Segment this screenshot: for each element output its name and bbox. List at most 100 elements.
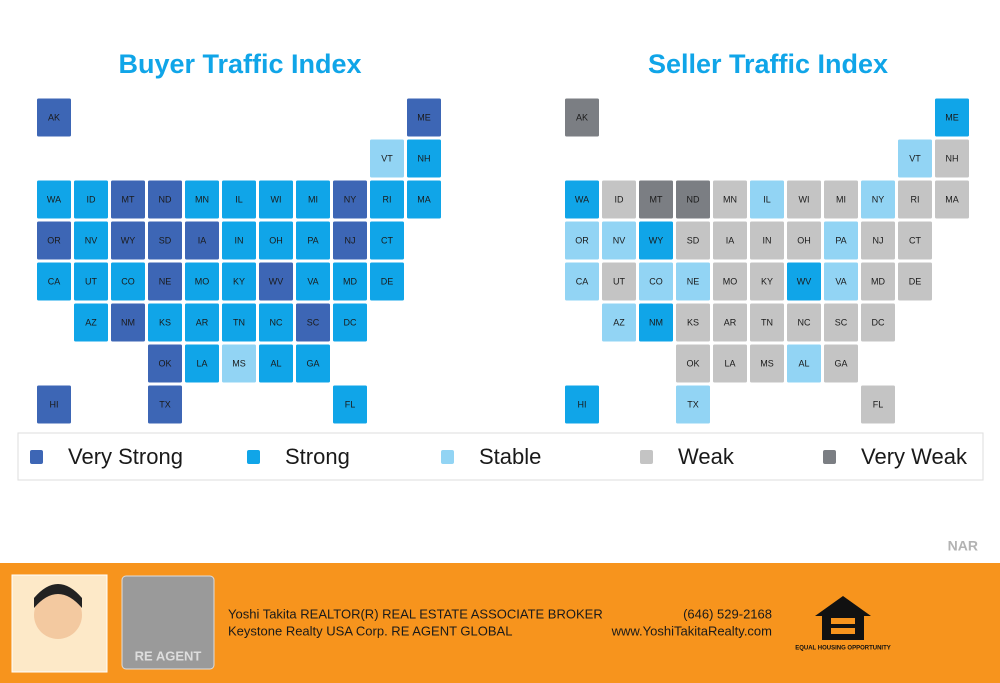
state-label: MS [760, 358, 774, 368]
state-label: ND [687, 194, 700, 204]
state-label: CT [381, 235, 393, 245]
state-label: KS [687, 317, 699, 327]
state [369, 138, 405, 179]
state [295, 179, 331, 220]
map-title: Seller Traffic Index [648, 49, 888, 79]
state [295, 302, 331, 343]
state [897, 220, 933, 261]
legend-label: Very Strong [68, 444, 183, 469]
state-label: NE [687, 276, 700, 286]
state-label: WA [47, 194, 61, 204]
state-label: PA [307, 235, 318, 245]
state [786, 261, 822, 302]
state [823, 261, 859, 302]
state-label: LA [196, 358, 207, 368]
website: www.YoshiTakitaRealty.com [611, 623, 772, 638]
state-label: NC [798, 317, 811, 327]
state [564, 220, 600, 261]
state-label: WY [649, 235, 664, 245]
legend-label: Weak [678, 444, 735, 469]
housing-text: EQUAL HOUSING OPPORTUNITY [795, 646, 891, 652]
state [36, 97, 72, 138]
state-label: PA [835, 235, 846, 245]
state-label: SD [687, 235, 700, 245]
state [786, 343, 822, 384]
agent-hair [34, 584, 82, 608]
state-label: MO [195, 276, 210, 286]
legend-swatch [640, 450, 653, 464]
state [564, 384, 600, 425]
state-label: MI [308, 194, 318, 204]
state [184, 261, 220, 302]
state-label: RI [911, 194, 920, 204]
state-label: TX [687, 399, 699, 409]
state [897, 138, 933, 179]
state [369, 179, 405, 220]
state [675, 343, 711, 384]
state-label: ID [615, 194, 625, 204]
state [332, 384, 368, 425]
state [147, 302, 183, 343]
state-label: FL [345, 399, 356, 409]
state [332, 179, 368, 220]
state [897, 261, 933, 302]
map-title: Buyer Traffic Index [118, 49, 361, 79]
state [934, 97, 970, 138]
state [749, 302, 785, 343]
state [295, 343, 331, 384]
state [147, 261, 183, 302]
state [184, 220, 220, 261]
state [36, 261, 72, 302]
state-label: DC [872, 317, 885, 327]
state [73, 220, 109, 261]
state-label: AR [196, 317, 209, 327]
state-label: NV [613, 235, 626, 245]
state-label: OR [575, 235, 589, 245]
state-label: AL [798, 358, 809, 368]
state [110, 261, 146, 302]
state-label: MA [417, 194, 431, 204]
legend-swatch [441, 450, 454, 464]
state-label: OK [158, 358, 171, 368]
state-label: MN [195, 194, 209, 204]
state-label: TN [233, 317, 245, 327]
state-label: WY [121, 235, 136, 245]
state-label: FL [873, 399, 884, 409]
state [638, 220, 674, 261]
state [934, 179, 970, 220]
agent-face [34, 591, 82, 639]
state [295, 220, 331, 261]
reagent-logo-text: RE AGENT [135, 648, 202, 663]
housing-icon-bar [831, 628, 855, 634]
state [712, 343, 748, 384]
state-label: IL [235, 194, 243, 204]
state [934, 138, 970, 179]
state [258, 343, 294, 384]
state-label: IL [763, 194, 771, 204]
state [258, 220, 294, 261]
state [147, 220, 183, 261]
state [110, 302, 146, 343]
state [601, 302, 637, 343]
state [332, 302, 368, 343]
state-label: AZ [613, 317, 625, 327]
state [369, 220, 405, 261]
state [675, 384, 711, 425]
state [147, 343, 183, 384]
state-label: WV [269, 276, 284, 286]
state [860, 384, 896, 425]
state-label: SD [159, 235, 172, 245]
state [73, 179, 109, 220]
state-label: CA [576, 276, 589, 286]
state-label: ND [159, 194, 172, 204]
state [184, 179, 220, 220]
housing-icon-bar [831, 618, 855, 624]
state-label: OH [269, 235, 283, 245]
footer-line: Keystone Realty USA Corp. RE AGENT GLOBA… [228, 623, 512, 638]
state [110, 179, 146, 220]
state-label: HI [578, 399, 587, 409]
state [147, 179, 183, 220]
state [332, 261, 368, 302]
state [221, 343, 257, 384]
